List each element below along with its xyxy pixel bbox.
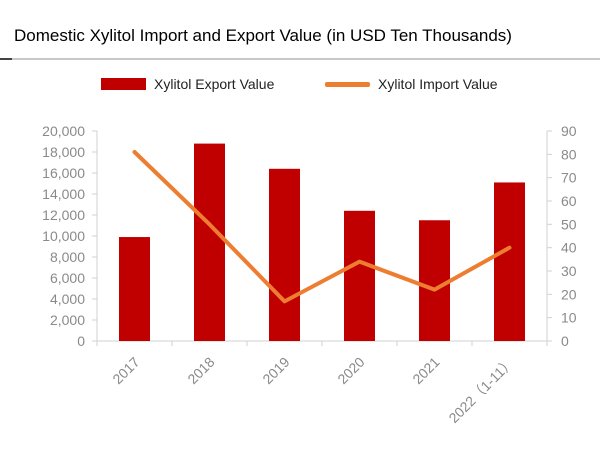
export-bar <box>194 143 225 341</box>
right-y-tick-label: 80 <box>561 146 577 162</box>
chart-legend: Xylitol Export Value Xylitol Import Valu… <box>0 76 600 102</box>
right-y-axis-labels: 0 10 20 30 40 50 60 70 80 90 <box>561 123 577 349</box>
x-tick-label: 2020 <box>334 354 367 387</box>
right-y-tick-label: 40 <box>561 240 577 256</box>
x-tick-label: 2021 <box>409 354 442 387</box>
legend-label-export: Xylitol Export Value <box>154 76 275 92</box>
left-y-tick-label: 20,000 <box>42 123 85 139</box>
left-y-tick-label: 10,000 <box>42 228 85 244</box>
right-y-tick-label: 0 <box>561 333 569 349</box>
left-y-tick-label: 0 <box>77 333 85 349</box>
chart-axes <box>92 130 552 346</box>
import-line-path <box>132 150 512 304</box>
export-bar <box>269 168 300 341</box>
legend-swatch-import <box>325 81 370 87</box>
legend-label-import: Xylitol Import Value <box>378 76 498 92</box>
legend-item-export: Xylitol Export Value <box>101 76 274 92</box>
left-y-tick-label: 18,000 <box>42 144 85 160</box>
export-bar <box>119 237 150 341</box>
chart-title: Domestic Xylitol Import and Export Value… <box>14 26 512 45</box>
right-y-tick-label: 10 <box>561 310 577 326</box>
right-y-tick-label: 90 <box>561 123 577 139</box>
left-y-tick-label: 16,000 <box>42 165 85 181</box>
x-tick-label: 2017 <box>109 354 142 387</box>
right-y-tick-label: 30 <box>561 263 577 279</box>
export-bar <box>419 220 450 341</box>
export-bar <box>494 182 525 341</box>
x-tick-label: 2018 <box>184 354 217 387</box>
legend-swatch-export <box>101 78 146 90</box>
left-y-tick-label: 6,000 <box>50 270 85 286</box>
right-y-tick-label: 70 <box>561 170 577 186</box>
export-bar <box>344 210 375 341</box>
left-y-tick-label: 4,000 <box>50 291 85 307</box>
x-tick-label: 2019 <box>259 354 292 387</box>
right-y-tick-label: 60 <box>561 193 577 209</box>
left-y-tick-label: 12,000 <box>42 207 85 223</box>
right-y-tick-label: 20 <box>561 286 577 302</box>
x-axis-labels: 2017 2018 2019 2020 2021 2022（1-11） <box>109 354 517 426</box>
legend-item-import: Xylitol Import Value <box>325 76 498 92</box>
title-divider-accent <box>0 58 12 60</box>
right-y-tick-label: 50 <box>561 216 577 232</box>
left-y-tick-label: 14,000 <box>42 186 85 202</box>
left-y-tick-label: 8,000 <box>50 249 85 265</box>
export-bars <box>119 143 525 341</box>
title-divider <box>0 58 600 60</box>
left-y-tick-label: 2,000 <box>50 312 85 328</box>
left-y-axis-labels: 0 2,000 4,000 6,000 8,000 10,000 12,000 14,000 1… <box>42 123 85 349</box>
x-tick-label: 2022（1-11） <box>445 354 517 426</box>
import-line <box>132 150 512 304</box>
